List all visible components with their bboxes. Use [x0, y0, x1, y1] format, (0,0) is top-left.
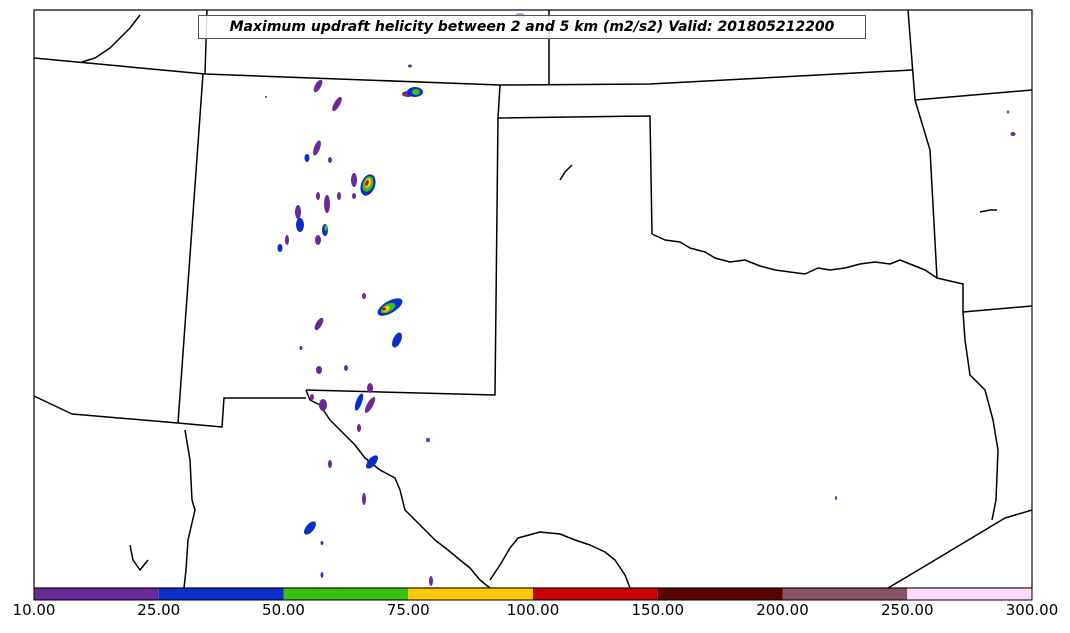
- map-title: Maximum updraft helicity between 2 and 5…: [198, 15, 866, 39]
- gulf-coast: [887, 509, 1033, 589]
- border-az-mex: [183, 429, 196, 589]
- colorbar-tick-label: 75.00: [386, 601, 430, 619]
- colorbar-segment: [283, 588, 409, 600]
- coast-baja: [129, 544, 149, 571]
- colorbar-tick-label: 250.00: [881, 601, 934, 619]
- map-frame: [33, 9, 1033, 589]
- rio-grande: [305, 389, 491, 589]
- coast-northwest: [81, 14, 141, 63]
- state-boundary-ok-north: [497, 115, 653, 235]
- boundaries: [33, 9, 1033, 589]
- colorbar: [33, 587, 1033, 601]
- red-river: [651, 233, 938, 279]
- colorbar-tick-label: 150.00: [631, 601, 685, 619]
- state-boundary-tx-la: [962, 311, 999, 521]
- colorbar-segment: [408, 588, 533, 600]
- colorbar-segment: [34, 588, 159, 600]
- colorbar-tick-label: 25.00: [137, 601, 181, 619]
- colorbar-segment: [533, 588, 658, 600]
- state-boundary-ar: [914, 99, 1033, 313]
- colorbar-tick-label: 100.00: [506, 601, 560, 619]
- colorbar-tick-label: 50.00: [262, 601, 305, 619]
- colorbar-segment: [158, 588, 284, 600]
- colorbar-tick-label: 10.00: [12, 601, 56, 619]
- lake-feature: [559, 164, 573, 181]
- colorbar-tick-label: 300.00: [1005, 601, 1059, 619]
- colorbar-segment: [782, 588, 908, 600]
- colorbar-segment: [657, 588, 783, 600]
- colorbar-border: [33, 587, 1033, 601]
- lake-feature-east: [979, 209, 997, 213]
- state-boundary-nm-east: [305, 84, 501, 396]
- rio-grande-lower: [489, 531, 631, 589]
- colorbar-segment: [907, 588, 1032, 600]
- colorbar-tick-label: 200.00: [756, 601, 809, 619]
- state-boundary-west: [33, 395, 179, 424]
- state-boundary-nm-az: [177, 73, 306, 428]
- helicity-swaths: [265, 13, 1016, 586]
